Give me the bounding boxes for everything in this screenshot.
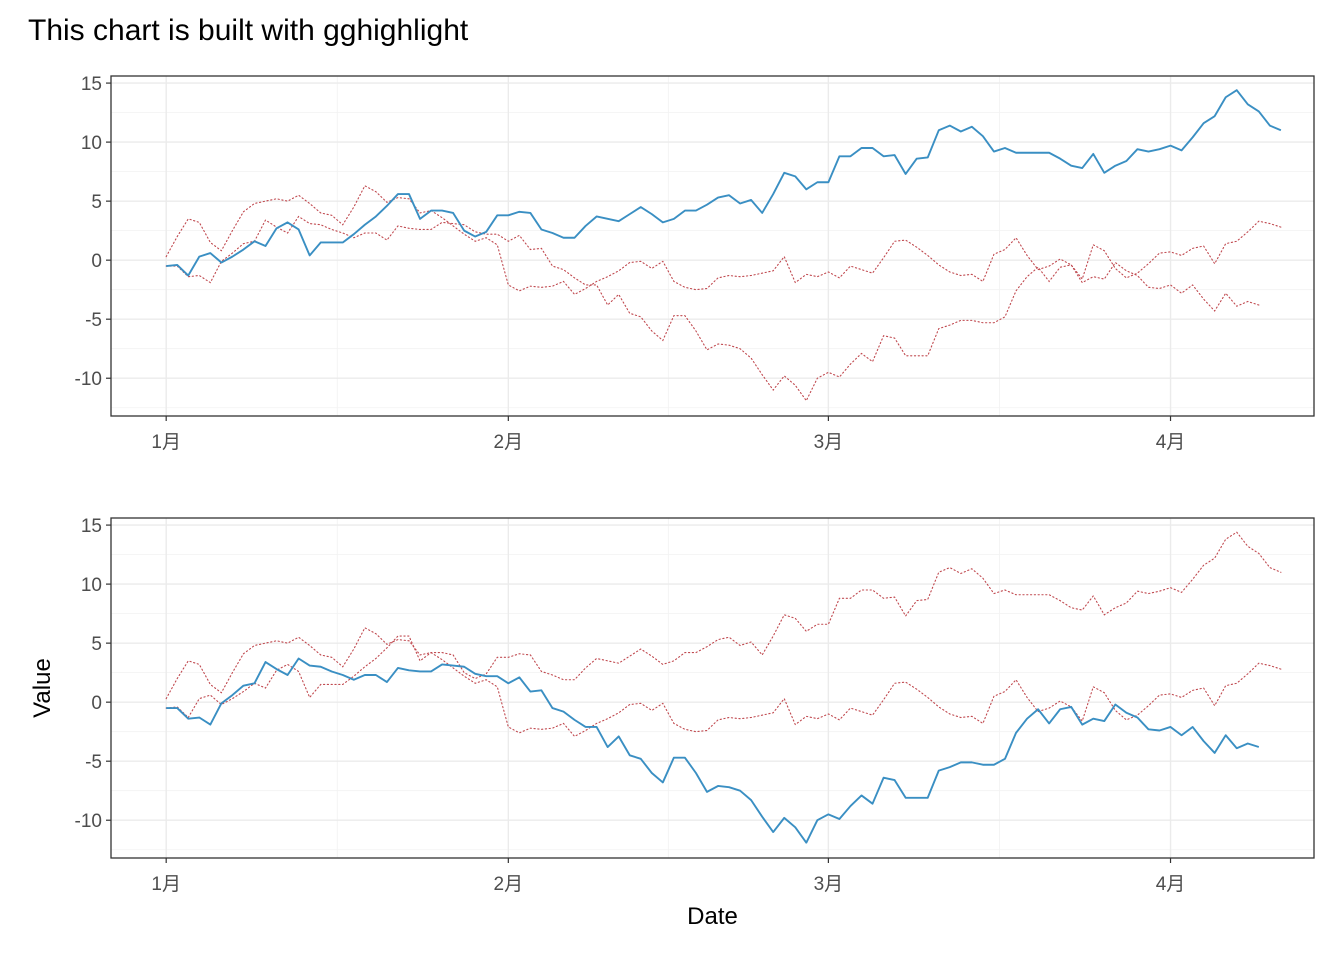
x-axis-title: Date <box>687 903 738 930</box>
y-tick-label: -10 <box>75 811 102 832</box>
series-background-line <box>165 185 1282 296</box>
x-tick-label: 3月 <box>814 432 844 453</box>
x-tick-label: 2月 <box>494 874 524 895</box>
y-tick-label: 0 <box>91 693 102 714</box>
panel-border <box>110 75 1315 417</box>
y-tick-label: -5 <box>85 310 102 331</box>
y-tick-label: 5 <box>91 634 102 655</box>
series-highlight-line <box>166 89 1282 277</box>
y-tick-label: -10 <box>75 369 102 390</box>
panel-2: 15 10 5 0 -5 -10 1月 2月 3月 4月 Date Value <box>29 516 1315 930</box>
y-tick-label: 15 <box>81 74 102 95</box>
series-background-line <box>165 215 1260 402</box>
x-tick-label: 3月 <box>814 874 844 895</box>
panel-1: 15 10 5 0 -5 -10 1月 2月 3月 4月 <box>75 74 1315 453</box>
panel-border <box>110 517 1315 859</box>
y-tick-label: -5 <box>85 752 102 773</box>
x-tick-label: 1月 <box>151 432 181 453</box>
series-highlight-line <box>166 657 1260 844</box>
chart-title: This chart is built with gghighlight <box>28 14 469 47</box>
series-background-line <box>165 627 1282 738</box>
y-axis-title: Value <box>29 658 56 718</box>
y-tick-label: 10 <box>81 133 102 154</box>
x-tick-label: 1月 <box>151 874 181 895</box>
x-tick-label: 4月 <box>1156 432 1186 453</box>
x-tick-label: 4月 <box>1156 874 1186 895</box>
y-tick-label: 15 <box>81 516 102 537</box>
y-tick-label: 5 <box>91 192 102 213</box>
series-background-line <box>165 531 1282 719</box>
y-tick-label: 0 <box>91 251 102 272</box>
x-tick-label: 2月 <box>494 432 524 453</box>
y-tick-label: 10 <box>81 575 102 596</box>
